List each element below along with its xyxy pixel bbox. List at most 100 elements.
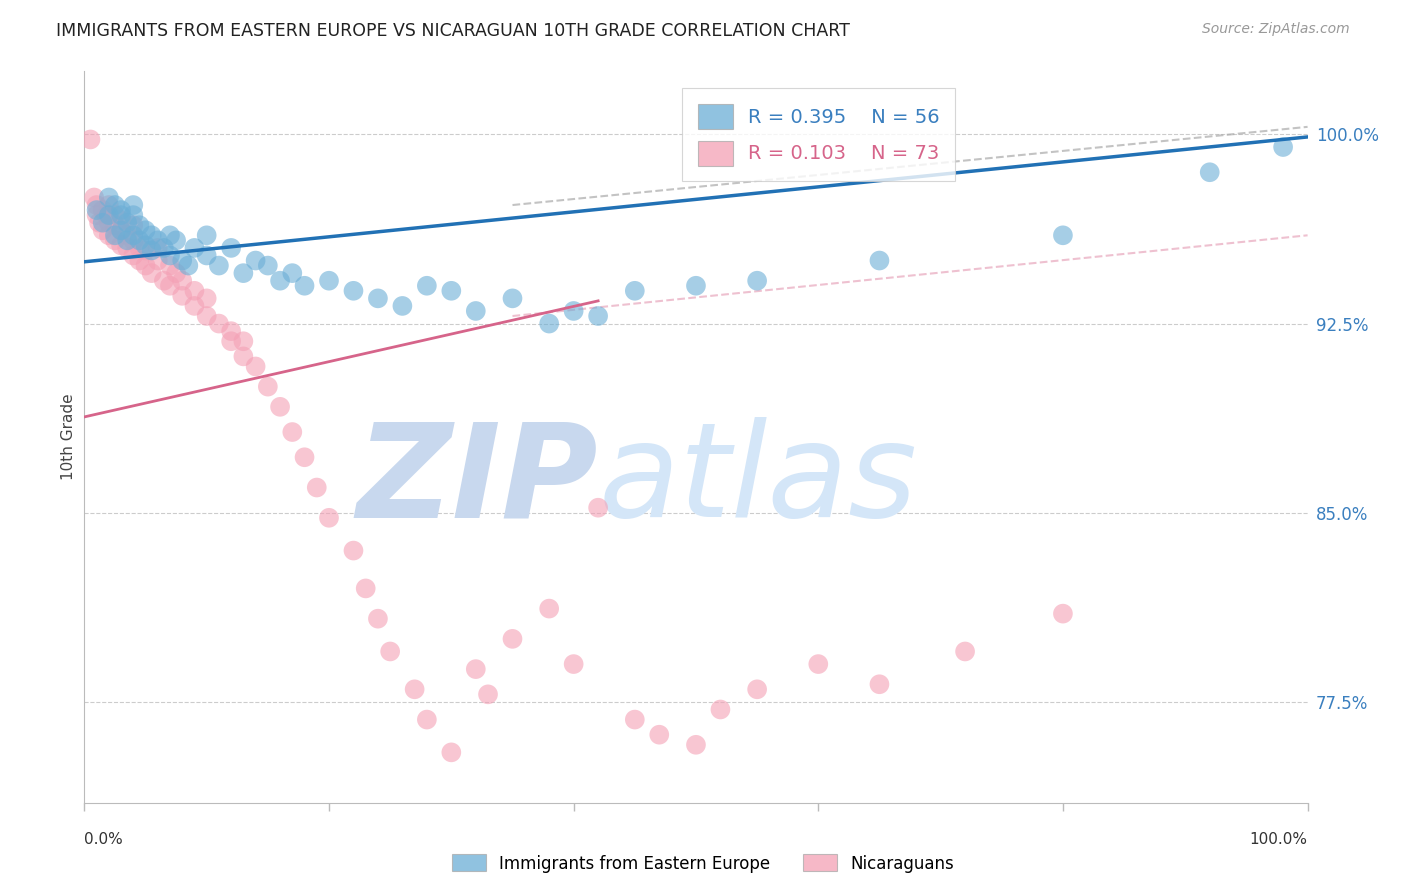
Point — [464, 304, 486, 318]
Point — [404, 682, 426, 697]
Text: 0.0%: 0.0% — [84, 832, 124, 847]
Point — [342, 543, 364, 558]
Point — [232, 350, 254, 364]
Point — [685, 738, 707, 752]
Point — [104, 218, 127, 232]
Point — [159, 228, 181, 243]
Point — [685, 278, 707, 293]
Point — [97, 190, 120, 204]
Point — [219, 241, 242, 255]
Point — [110, 223, 132, 237]
Point — [135, 223, 157, 237]
Point — [208, 259, 231, 273]
Point — [502, 632, 524, 646]
Point — [79, 132, 101, 146]
Point — [183, 299, 205, 313]
Point — [165, 266, 187, 280]
Point — [440, 284, 463, 298]
Point — [440, 745, 463, 759]
Point — [502, 291, 524, 305]
Point — [380, 644, 402, 658]
Point — [219, 334, 242, 349]
Text: IMMIGRANTS FROM EASTERN EUROPE VS NICARAGUAN 10TH GRADE CORRELATION CHART: IMMIGRANTS FROM EASTERN EUROPE VS NICARA… — [56, 22, 851, 40]
Point — [367, 291, 389, 305]
Point — [953, 644, 976, 658]
Text: Source: ZipAtlas.com: Source: ZipAtlas.com — [1202, 22, 1350, 37]
Point — [153, 241, 176, 255]
Text: 100.0%: 100.0% — [1250, 832, 1308, 847]
Point — [122, 208, 145, 222]
Point — [257, 379, 280, 393]
Point — [354, 582, 377, 596]
Point — [208, 317, 231, 331]
Point — [128, 218, 150, 232]
Point — [709, 702, 731, 716]
Point — [91, 223, 114, 237]
Point — [122, 233, 145, 247]
Point — [96, 208, 118, 222]
Point — [195, 228, 218, 243]
Point — [172, 274, 194, 288]
Point — [97, 216, 120, 230]
Point — [232, 266, 254, 280]
Point — [122, 228, 145, 243]
Point — [141, 266, 163, 280]
Legend: Immigrants from Eastern Europe, Nicaraguans: Immigrants from Eastern Europe, Nicaragu… — [446, 847, 960, 880]
Point — [97, 208, 120, 222]
Text: atlas: atlas — [598, 417, 917, 544]
Point — [128, 233, 150, 247]
Point — [104, 198, 127, 212]
Point — [538, 601, 561, 615]
Point — [177, 259, 200, 273]
Point — [232, 334, 254, 349]
Point — [747, 682, 769, 697]
Point — [86, 198, 108, 212]
Point — [128, 241, 150, 255]
Point — [104, 228, 127, 243]
Point — [807, 657, 830, 671]
Point — [159, 278, 181, 293]
Point — [269, 274, 291, 288]
Point — [1198, 165, 1220, 179]
Point — [172, 289, 194, 303]
Point — [115, 241, 138, 255]
Point — [747, 274, 769, 288]
Point — [146, 253, 169, 268]
Point — [86, 208, 108, 222]
Point — [146, 241, 169, 255]
Point — [153, 274, 176, 288]
Point — [1052, 607, 1074, 621]
Point — [318, 510, 340, 524]
Point — [416, 278, 439, 293]
Point — [1052, 228, 1074, 243]
Point — [281, 266, 304, 280]
Point — [869, 253, 891, 268]
Point — [624, 713, 647, 727]
Point — [159, 259, 181, 273]
Point — [86, 203, 108, 218]
Point — [538, 317, 561, 331]
Point — [104, 233, 127, 247]
Point — [135, 238, 157, 252]
Point — [122, 198, 145, 212]
Point — [477, 687, 499, 701]
Point — [245, 253, 267, 268]
Point — [464, 662, 486, 676]
Point — [195, 248, 218, 262]
Point — [115, 216, 138, 230]
Point — [648, 728, 671, 742]
Point — [281, 425, 304, 439]
Point — [586, 309, 609, 323]
Point — [146, 233, 169, 247]
Point — [245, 359, 267, 374]
Point — [91, 216, 114, 230]
Point — [122, 218, 145, 232]
Point — [115, 228, 138, 243]
Point — [195, 291, 218, 305]
Point — [141, 228, 163, 243]
Point — [87, 216, 110, 230]
Point — [122, 248, 145, 262]
Point — [110, 238, 132, 252]
Point — [269, 400, 291, 414]
Point — [135, 259, 157, 273]
